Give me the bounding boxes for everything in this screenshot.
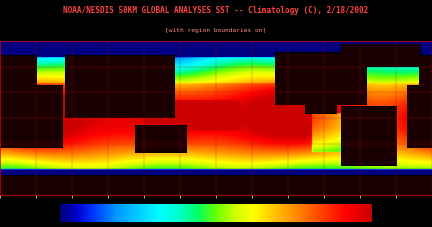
Text: [with region boundaries on]: [with region boundaries on]: [165, 28, 267, 33]
Text: NOAA/NESDIS 50KM GLOBAL ANALYSES SST -- Climatology (C), 2/18/2002: NOAA/NESDIS 50KM GLOBAL ANALYSES SST -- …: [64, 6, 368, 15]
